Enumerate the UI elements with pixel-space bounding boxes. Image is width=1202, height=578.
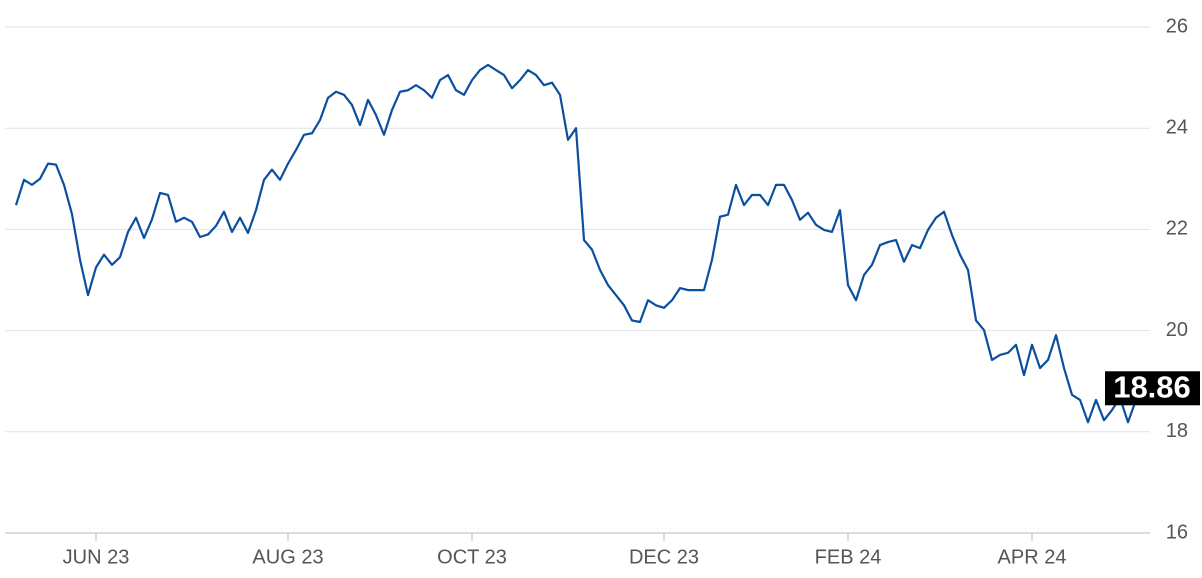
y-tick-label: 16 <box>1166 521 1188 543</box>
y-tick-label: 22 <box>1166 218 1188 240</box>
y-tick-label: 20 <box>1166 319 1188 341</box>
x-tick-label: JUN 23 <box>63 546 130 568</box>
x-tick-label: FEB 24 <box>815 546 882 568</box>
y-tick-label: 18 <box>1166 420 1188 442</box>
y-tick-label: 26 <box>1166 15 1188 37</box>
x-tick-label: AUG 23 <box>252 546 323 568</box>
last-value-label: 18.86 <box>1113 369 1191 404</box>
x-tick-label: DEC 23 <box>629 546 699 568</box>
y-tick-label: 24 <box>1166 116 1188 138</box>
x-tick-label: OCT 23 <box>437 546 507 568</box>
x-tick-label: APR 24 <box>998 546 1067 568</box>
price-line <box>14 63 1145 424</box>
last-value-box <box>1105 371 1200 406</box>
